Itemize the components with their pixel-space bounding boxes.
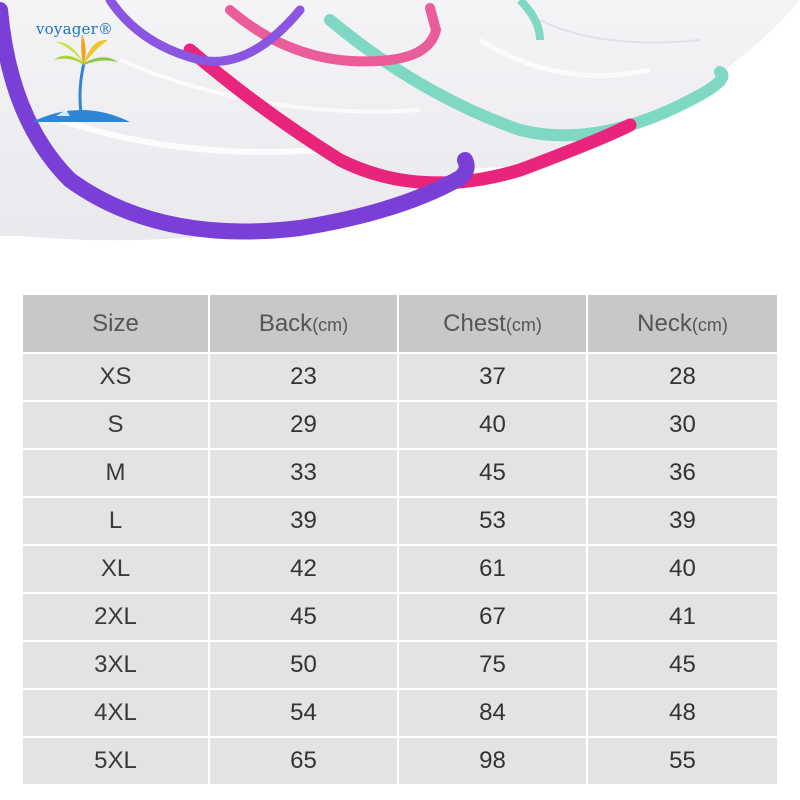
header-back: Back(cm) [210,295,399,354]
cell-chest: 98 [399,738,588,784]
table-row: XS 23 37 28 [23,354,777,402]
header-back-unit: (cm) [312,314,349,335]
cell-back: 42 [210,546,399,594]
table-row: XL 42 61 40 [23,546,777,594]
header-neck-label: Neck [637,309,692,337]
cell-neck: 30 [588,402,777,450]
cell-size: 2XL [23,594,210,642]
table-row: S 29 40 30 [23,402,777,450]
table-header-row: Size Back(cm) Chest(cm) Neck(cm) [23,295,777,354]
table-row: L 39 53 39 [23,498,777,546]
cell-neck: 28 [588,354,777,402]
cell-neck: 55 [588,738,777,784]
cell-neck: 45 [588,642,777,690]
header-size: Size [23,295,210,354]
cell-size: 5XL [23,738,210,784]
cell-size: M [23,450,210,498]
cell-chest: 75 [399,642,588,690]
cell-neck: 48 [588,690,777,738]
table-row: 5XL 65 98 55 [23,738,777,784]
size-chart-table: Size Back(cm) Chest(cm) Neck(cm) XS 23 3… [23,295,777,784]
cell-back: 45 [210,594,399,642]
cell-chest: 61 [399,546,588,594]
brand-name: voyager® [36,20,114,38]
cell-chest: 45 [399,450,588,498]
table-row: M 33 45 36 [23,450,777,498]
cell-size: XS [23,354,210,402]
header-back-label: Back [258,309,313,337]
cell-size: 3XL [23,642,210,690]
table-row: 4XL 54 84 48 [23,690,777,738]
table-row: 3XL 50 75 45 [23,642,777,690]
cell-chest: 53 [399,498,588,546]
cell-back: 39 [210,498,399,546]
cell-back: 33 [210,450,399,498]
cell-neck: 40 [588,546,777,594]
cell-back: 29 [210,402,399,450]
cell-chest: 37 [399,354,588,402]
product-photo [0,0,800,260]
header-chest-label: Chest [443,309,506,337]
header-neck-unit: (cm) [691,314,728,335]
cell-size: XL [23,546,210,594]
header-chest-unit: (cm) [505,314,542,335]
cell-back: 65 [210,738,399,784]
cell-back: 23 [210,354,399,402]
cell-neck: 36 [588,450,777,498]
table-row: 2XL 45 67 41 [23,594,777,642]
cell-chest: 84 [399,690,588,738]
cell-size: L [23,498,210,546]
cell-neck: 39 [588,498,777,546]
cell-size: 4XL [23,690,210,738]
cell-back: 54 [210,690,399,738]
palm-tree-island-icon [32,34,130,122]
raincoat-edges-illustration [0,0,800,241]
cell-size: S [23,402,210,450]
brand-logo: voyager® [26,18,136,128]
header-neck: Neck(cm) [588,295,777,354]
cell-chest: 67 [399,594,588,642]
header-size-label: Size [92,309,139,337]
cell-neck: 41 [588,594,777,642]
cell-chest: 40 [399,402,588,450]
cell-back: 50 [210,642,399,690]
header-chest: Chest(cm) [399,295,588,354]
